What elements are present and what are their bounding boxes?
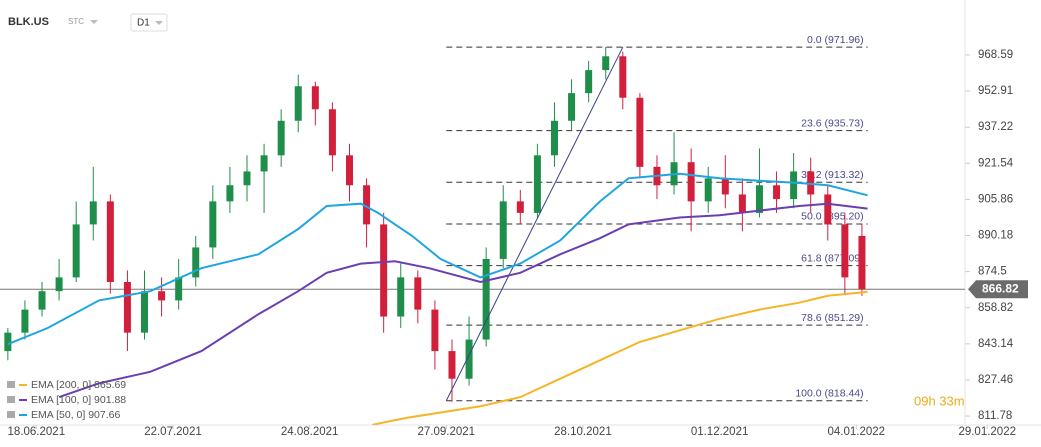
- timer: 09h 33m: [914, 393, 965, 408]
- legend-swatch: [19, 414, 27, 416]
- fib-label: 0.0 (971.96): [807, 34, 864, 46]
- x-tick-label: 27.09.2021: [418, 426, 476, 438]
- candle-body: [533, 155, 541, 213]
- trend-line: [445, 46, 624, 401]
- y-tick-label: 858.82: [978, 302, 1013, 314]
- candle-body: [106, 201, 114, 282]
- x-tick-label: 18.06.2021: [8, 426, 66, 438]
- dropdown-icon: [90, 20, 98, 24]
- candle-body: [448, 351, 456, 379]
- x-tick-label: 28.10.2021: [554, 426, 612, 438]
- candle-body: [175, 277, 183, 301]
- candle-body: [755, 185, 763, 213]
- ema-line: [372, 290, 868, 425]
- candle-body: [602, 56, 610, 71]
- fib-label: 50.0 (895.20): [801, 211, 863, 223]
- price-tag: [968, 280, 1028, 299]
- legend-entry: EMA [50, 0] 907.66: [31, 409, 120, 421]
- candle-body: [345, 155, 353, 186]
- y-tick-label: 843.14: [978, 338, 1014, 350]
- fib-label: 23.6 (935.73): [801, 117, 863, 129]
- price-tag-label: 866.82: [982, 281, 1019, 295]
- timeframe[interactable]: D1: [137, 18, 150, 29]
- candle-body: [636, 97, 644, 167]
- candle-body: [858, 235, 866, 290]
- candle-body: [294, 86, 302, 121]
- candle-body: [550, 120, 558, 156]
- candle-body: [738, 194, 746, 213]
- y-tick-label: 890.18: [978, 230, 1013, 242]
- candle-body: [123, 281, 131, 333]
- x-tick-label: 01.12.2021: [691, 426, 749, 438]
- candle-body: [465, 339, 473, 379]
- candle-body: [499, 201, 507, 259]
- y-tick-label: 952.91: [978, 85, 1013, 97]
- legend-icon: [7, 411, 15, 418]
- y-tick-label: 921.54: [978, 157, 1014, 169]
- x-tick-label: 29.01.2022: [958, 426, 1016, 438]
- y-tick-label: 905.86: [978, 193, 1013, 205]
- candle-body: [243, 171, 251, 186]
- y-tick-label: 811.78: [978, 410, 1012, 422]
- candle-body: [431, 309, 439, 352]
- legend-icon: [7, 381, 15, 388]
- fib-label: 78.6 (851.29): [801, 312, 863, 324]
- candle-body: [773, 185, 781, 200]
- y-tick-label: 968.59: [978, 49, 1013, 61]
- candle-body: [380, 224, 388, 317]
- candle-body: [277, 120, 285, 156]
- candle-body: [585, 70, 593, 94]
- symbol: BLK.US: [8, 16, 49, 28]
- x-tick-label: 22.07.2021: [144, 426, 202, 438]
- y-tick-label: 827.46: [978, 374, 1013, 386]
- candle-body: [704, 178, 712, 202]
- legend-entry: EMA [100, 0] 901.88: [31, 394, 126, 406]
- candle-body: [619, 56, 627, 98]
- candle-body: [516, 201, 524, 213]
- candle-body: [482, 258, 490, 340]
- fib-label: 100.0 (818.44): [795, 388, 863, 400]
- ema-line: [58, 202, 868, 399]
- candle-body: [4, 332, 12, 352]
- candle-body: [141, 291, 149, 333]
- candle-body: [824, 194, 832, 225]
- candle-body: [89, 201, 97, 225]
- overlay: 811.78 827.46 843.14 858.82 874.5 890.18 905.8…: [7, 49, 1028, 438]
- instrument-type[interactable]: STC: [68, 17, 84, 26]
- candle-body: [841, 224, 849, 278]
- candle-body: [397, 277, 405, 317]
- ema-line: [7, 172, 868, 346]
- candle-body: [72, 224, 80, 278]
- legend-swatch: [19, 384, 27, 386]
- legend-swatch: [19, 399, 27, 401]
- candle-body: [414, 277, 422, 310]
- candle-body: [158, 291, 166, 301]
- candle-body: [192, 247, 200, 278]
- fib-label: 38.2 (913.32): [801, 169, 863, 181]
- candle-body: [38, 291, 46, 310]
- candle-body: [311, 86, 319, 110]
- plot: 0.0 (971.96) 23.6 (935.73) 38.2 (913.32) 50…: [0, 34, 965, 425]
- fib-label: 61.8 (877.09): [801, 252, 863, 264]
- candle-body: [790, 171, 798, 200]
- legend-icon: [7, 396, 15, 403]
- timeframe-box[interactable]: [130, 13, 168, 32]
- candle-body: [721, 178, 729, 195]
- candle-body: [568, 93, 576, 121]
- candle-body: [226, 185, 234, 202]
- candle-body: [55, 277, 63, 292]
- candle-body: [209, 201, 217, 248]
- candle-body: [260, 155, 268, 172]
- candle-body: [687, 162, 695, 202]
- x-tick-label: 24.08.2021: [281, 426, 339, 438]
- y-tick-label: 937.22: [978, 121, 1013, 133]
- candle-body: [328, 109, 336, 156]
- x-tick-label: 04.01.2022: [827, 426, 885, 438]
- candle-body: [21, 309, 29, 333]
- legend-entry: EMA [200, 0] 865.69: [31, 379, 126, 391]
- dropdown-icon: [155, 21, 163, 25]
- candle-body: [363, 185, 371, 225]
- y-tick-label: 874.5: [978, 266, 1007, 278]
